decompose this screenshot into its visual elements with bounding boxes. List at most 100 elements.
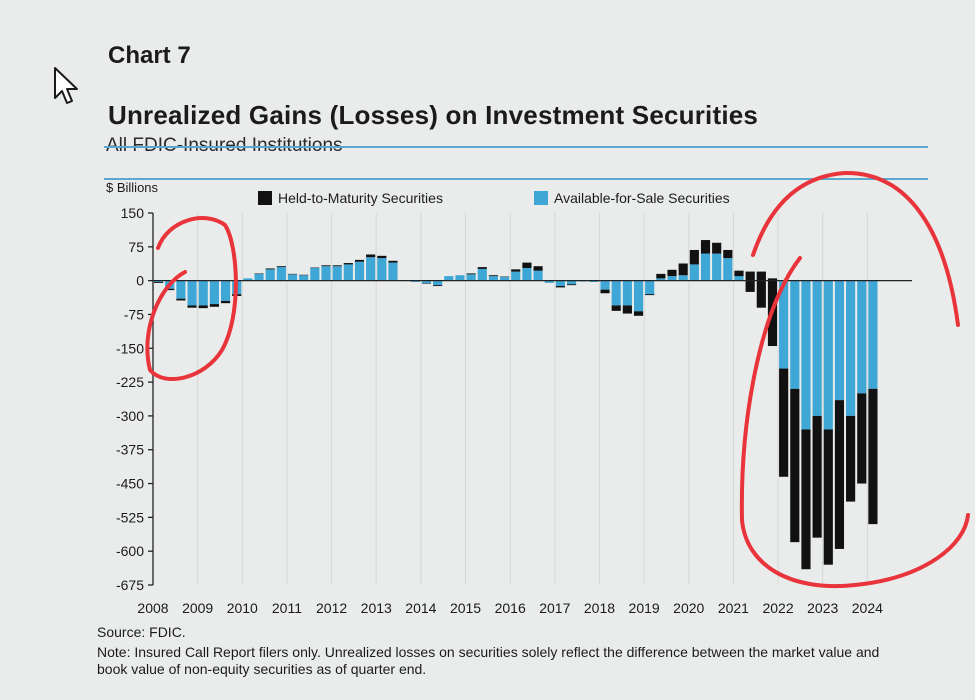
bar-held-to-maturity bbox=[354, 259, 365, 262]
bar-held-to-maturity bbox=[812, 415, 822, 538]
bar-available-for-sale bbox=[611, 280, 621, 306]
bar-held-to-maturity bbox=[656, 273, 666, 279]
bar-available-for-sale bbox=[723, 258, 733, 281]
bar-held-to-maturity bbox=[689, 249, 699, 265]
x-tick-label: 2012 bbox=[316, 600, 347, 616]
x-tick-label: 2014 bbox=[405, 600, 436, 616]
bar-available-for-sale bbox=[354, 261, 365, 281]
bar-available-for-sale bbox=[332, 266, 342, 281]
bar-available-for-sale bbox=[421, 280, 432, 284]
bar-available-for-sale bbox=[678, 275, 688, 281]
bar-held-to-maturity bbox=[846, 415, 856, 502]
bar-held-to-maturity bbox=[265, 268, 275, 270]
legend-label-held-to-maturity: Held-to-Maturity Securities bbox=[278, 190, 443, 206]
bar-held-to-maturity bbox=[332, 265, 342, 267]
bar-available-for-sale bbox=[366, 257, 376, 281]
bar-available-for-sale bbox=[444, 276, 454, 281]
y-tick-label: -75 bbox=[124, 306, 144, 322]
bar-held-to-maturity bbox=[533, 266, 543, 271]
bar-available-for-sale bbox=[667, 276, 677, 281]
x-tick-label: 2010 bbox=[227, 600, 258, 616]
x-tick-label: 2022 bbox=[762, 600, 793, 616]
bar-available-for-sale bbox=[209, 280, 219, 305]
bar-held-to-maturity bbox=[611, 305, 621, 311]
bar-available-for-sale bbox=[645, 280, 655, 296]
y-tick-label: 0 bbox=[136, 273, 144, 289]
bar-available-for-sale bbox=[846, 280, 856, 416]
bar-held-to-maturity bbox=[723, 249, 733, 259]
bar-available-for-sale bbox=[868, 280, 878, 389]
bar-available-for-sale bbox=[566, 280, 577, 285]
annotation-circle-2022-lower bbox=[739, 256, 970, 589]
bar-held-to-maturity bbox=[366, 254, 376, 258]
x-tick-label: 2011 bbox=[272, 600, 302, 616]
bar-available-for-sale bbox=[299, 275, 309, 281]
bar-held-to-maturity bbox=[511, 269, 521, 272]
chart-title: Unrealized Gains (Losses) on Investment … bbox=[108, 100, 759, 130]
bar-available-for-sale bbox=[790, 280, 800, 389]
bar-available-for-sale bbox=[779, 280, 789, 369]
bar-available-for-sale bbox=[187, 280, 197, 306]
y-axis-unit-label: $ Billions bbox=[106, 180, 159, 195]
bar-available-for-sale bbox=[511, 271, 521, 281]
source-text: Source: FDIC. bbox=[97, 624, 186, 640]
x-tick-label: 2008 bbox=[137, 600, 168, 616]
chart-subtitle: All FDIC-Insured Institutions bbox=[106, 135, 343, 156]
bar-available-for-sale bbox=[544, 280, 554, 283]
bar-available-for-sale bbox=[622, 280, 632, 306]
annotation-circle-2022-upper bbox=[751, 170, 960, 327]
y-tick-label: -450 bbox=[116, 476, 144, 492]
bar-held-to-maturity bbox=[600, 289, 610, 294]
bar-held-to-maturity bbox=[700, 240, 711, 254]
subtitle-rule bbox=[104, 178, 928, 180]
bar-available-for-sale bbox=[823, 280, 833, 430]
y-tick-label: -675 bbox=[116, 577, 144, 593]
bar-available-for-sale bbox=[466, 274, 476, 281]
bar-held-to-maturity bbox=[209, 304, 219, 307]
bar-available-for-sale bbox=[433, 280, 443, 286]
bar-available-for-sale bbox=[522, 268, 532, 281]
title-rule bbox=[104, 146, 928, 148]
bar-held-to-maturity bbox=[566, 284, 577, 286]
bar-available-for-sale bbox=[343, 264, 353, 281]
bar-available-for-sale bbox=[176, 280, 186, 299]
bar-available-for-sale bbox=[243, 278, 253, 281]
bar-available-for-sale bbox=[287, 274, 298, 281]
chart-number: Chart 7 bbox=[108, 42, 191, 69]
bar-available-for-sale bbox=[455, 275, 465, 281]
bar-held-to-maturity bbox=[667, 269, 677, 277]
x-tick-label: 2024 bbox=[852, 600, 883, 616]
bar-available-for-sale bbox=[154, 280, 164, 282]
bar-available-for-sale bbox=[533, 270, 543, 281]
bar-available-for-sale bbox=[410, 280, 420, 282]
bar-available-for-sale bbox=[801, 280, 811, 430]
bar-available-for-sale bbox=[321, 266, 331, 281]
bar-held-to-maturity bbox=[388, 260, 398, 263]
bar-available-for-sale bbox=[834, 280, 845, 401]
bar-available-for-sale bbox=[689, 264, 699, 281]
x-tick-label: 2009 bbox=[182, 600, 213, 616]
bar-held-to-maturity bbox=[488, 275, 499, 277]
x-tick-label: 2016 bbox=[495, 600, 526, 616]
note-text: Note: Insured Call Report filers only. U… bbox=[97, 644, 880, 677]
x-tick-label: 2018 bbox=[584, 600, 615, 616]
bar-held-to-maturity bbox=[756, 271, 766, 308]
bar-held-to-maturity bbox=[522, 262, 532, 269]
bar-available-for-sale bbox=[310, 268, 320, 281]
bar-held-to-maturity bbox=[857, 393, 867, 484]
y-tick-label: -225 bbox=[116, 374, 144, 390]
bar-available-for-sale bbox=[812, 280, 822, 416]
bar-held-to-maturity bbox=[834, 400, 845, 549]
x-tick-label: 2013 bbox=[361, 600, 392, 616]
legend-label-available-for-sale: Available-for-Sale Securities bbox=[554, 190, 730, 206]
bar-held-to-maturity bbox=[198, 305, 208, 309]
bar-held-to-maturity bbox=[622, 305, 632, 314]
bar-available-for-sale bbox=[600, 280, 610, 290]
bar-held-to-maturity bbox=[779, 368, 789, 477]
bar-held-to-maturity bbox=[790, 388, 800, 543]
y-tick-label: 150 bbox=[121, 205, 145, 221]
bar-held-to-maturity bbox=[645, 294, 655, 296]
legend-swatch-held-to-maturity bbox=[258, 191, 272, 205]
y-tick-label: -150 bbox=[116, 340, 144, 356]
